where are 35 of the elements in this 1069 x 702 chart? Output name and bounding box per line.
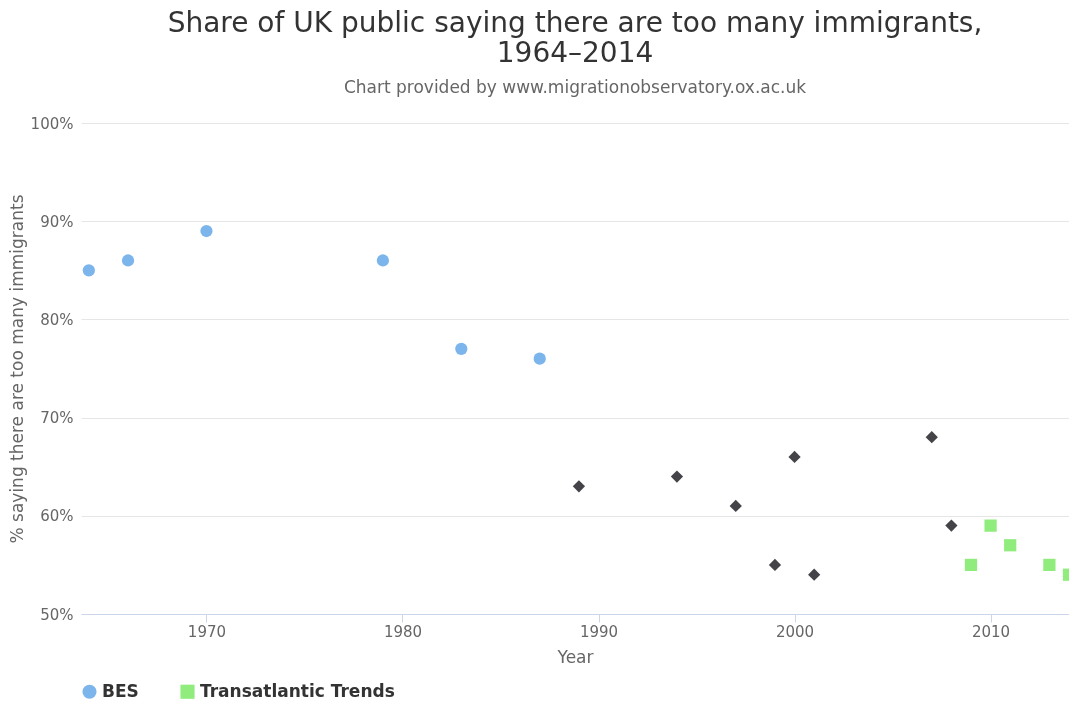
legend-label: BES: [102, 680, 139, 701]
point: [925, 431, 938, 444]
chart-title: Share of UK public saying there are too many immigrants, 1964–2014: [167, 6, 983, 69]
y-tick-label: 60%: [40, 507, 74, 526]
y-tick-label: 100%: [30, 114, 74, 133]
point: [964, 558, 978, 572]
x-tick-label: 2010: [971, 622, 1011, 641]
y-tick-label: 90%: [40, 212, 74, 231]
chart-subtitle: Chart provided by www.migrationobservatory.ox.ac.uk: [343, 77, 807, 97]
point: [572, 480, 586, 493]
point: [945, 519, 958, 532]
point: [200, 224, 213, 238]
y-tick-label: 80%: [40, 310, 74, 329]
point: [670, 470, 684, 483]
y-tick-label: 50%: [40, 605, 74, 624]
y-axis-title: % saying there are too many immigrants: [6, 194, 27, 544]
y-tick-label: 70%: [40, 409, 74, 428]
point: [808, 568, 821, 581]
point: [788, 450, 801, 463]
point: [984, 519, 997, 532]
legend-label: Transatlantic Trends: [200, 680, 395, 701]
point: [533, 352, 546, 365]
x-tick-label: 2000: [775, 622, 815, 641]
point: [1043, 558, 1056, 572]
x-tick-label: 1990: [579, 622, 619, 641]
point: [121, 254, 135, 267]
x-tick-label: 1980: [383, 622, 423, 641]
point: [376, 254, 390, 267]
x-tick-label: 1970: [187, 622, 227, 641]
point: [455, 342, 468, 355]
point: [768, 558, 782, 572]
point: [729, 499, 742, 513]
x-axis-title: Year: [556, 646, 594, 667]
point: [1004, 539, 1017, 552]
point: [82, 264, 95, 277]
